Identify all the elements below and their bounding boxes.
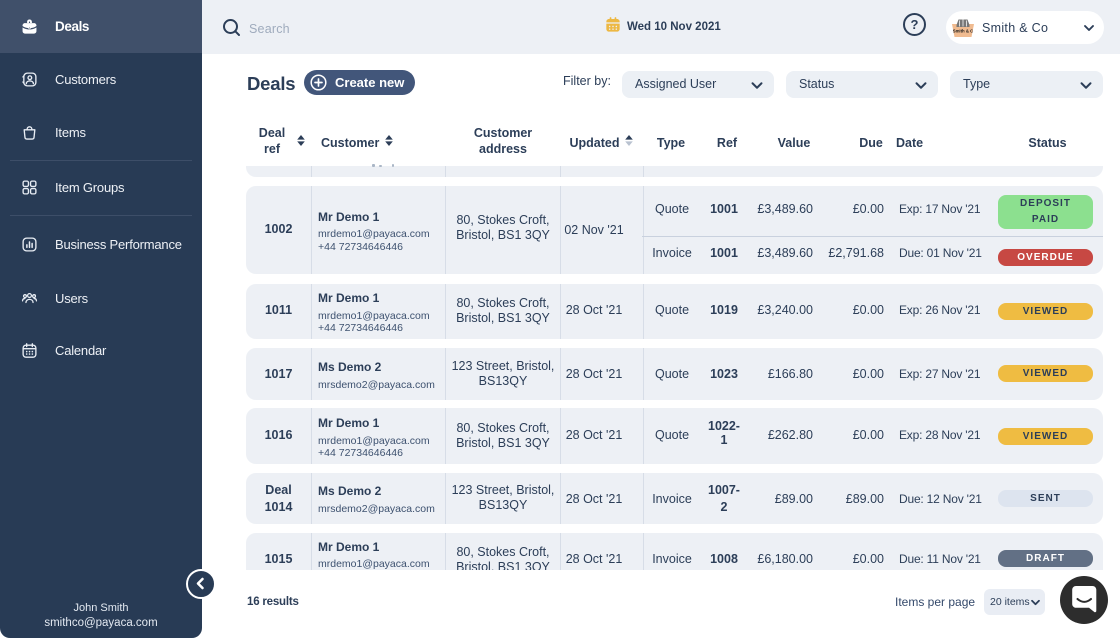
svg-text:Smith & C: Smith & C bbox=[953, 28, 974, 33]
